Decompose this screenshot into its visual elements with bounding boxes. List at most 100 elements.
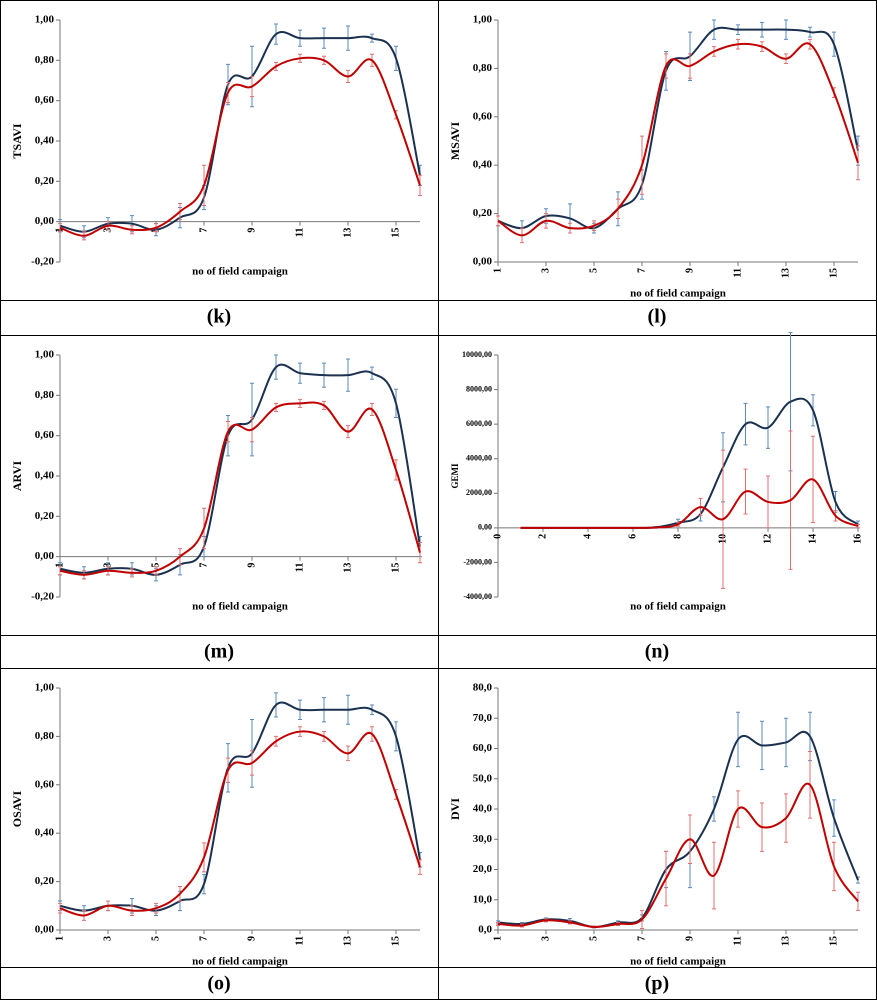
x-tick-label: 16 [852,534,863,544]
y-tick-label: 0,40 [35,470,55,482]
y-tick-label: 1,00 [35,682,55,694]
y-tick-label: 10,0 [473,893,493,905]
x-tick-label: 9 [246,936,257,941]
x-tick-label: 1 [492,268,503,273]
x-tick-label: 2 [537,534,548,539]
y-tick-label: 0,80 [35,730,55,742]
y-tick-label: 10000,00 [462,350,492,359]
series-line [59,730,421,917]
y-tick-label: 0,0 [478,924,492,936]
y-tick-label: 0,00 [35,215,55,227]
series-line [520,397,859,529]
x-tick-label: 7 [198,228,209,233]
panel-caption: (o) [207,973,230,995]
error-bar [496,921,500,926]
x-axis-title: no of field campaign [192,266,288,278]
y-axis-title: GEMI [450,463,460,488]
chart-panel: -0,200,000,200,400,600,801,001 3 5 7 9 11 13 15… [10,349,422,613]
x-tick-label: 13 [780,936,791,946]
x-tick-label: 12 [762,534,773,544]
y-tick-label: 0,00 [35,924,55,936]
chart-panel: 0,000,200,400,600,801,001 3 5 7 9 11 13 15MSAVI… [448,14,860,300]
y-tick-label: 0,60 [35,94,55,106]
x-tick-label: 5 [588,936,599,941]
y-tick-label: 0,40 [35,827,55,839]
chart-panel: -4000,00 -2000,00 0,00 2000,00 4000,00 6000,0… [450,332,863,613]
y-axis-title: MSAVI [448,121,462,160]
x-tick-label: 11 [294,563,305,572]
y-axis-title: DVI [448,798,462,820]
x-axis-title: no of field campaign [192,956,288,968]
y-tick-label: -4000,00 [463,592,492,601]
panel-caption: (p) [645,973,669,995]
series-line [520,478,859,529]
x-tick-label: 15 [390,936,401,946]
series-line [59,701,421,912]
y-tick-label: 1,00 [35,14,55,26]
y-tick-label: 30,0 [473,833,493,845]
x-tick-label: 5 [150,936,161,941]
y-tick-label: 0,00 [473,256,493,268]
error-bar [58,902,62,914]
x-tick-label: 9 [684,268,695,273]
y-tick-label: 0,20 [473,207,493,219]
x-tick-label: 3 [540,936,551,941]
x-tick-label: 5 [588,268,599,273]
x-tick-label: 13 [342,936,353,946]
y-tick-label: 8000,00 [466,384,492,393]
x-axis-title: no of field campaign [630,956,726,968]
x-tick-label: 6 [627,534,638,539]
x-tick-label: 11 [294,936,305,945]
y-tick-label: 40,0 [473,803,493,815]
x-tick-label: 13 [780,268,791,278]
panel-caption: (l) [648,306,667,328]
x-axis-title: no of field campaign [630,601,726,613]
x-tick-label: 15 [390,563,401,573]
y-tick-label: 0,80 [35,389,55,401]
y-tick-label: 0,80 [35,54,55,66]
y-tick-label: 50,0 [473,772,493,784]
x-tick-label: 13 [342,563,353,573]
series-line [59,363,421,576]
y-tick-label: 20,0 [473,863,493,875]
x-tick-label: 11 [732,936,743,945]
x-tick-label: 0 [492,534,503,539]
chart-panel: 0,010,020,030,040,050,060,070,080,01 3 5 7 9… [448,682,860,968]
x-tick-label: 15 [828,936,839,946]
x-tick-label: 14 [807,534,818,544]
x-axis-title: no of field campaign [192,601,288,613]
x-tick-label: 7 [636,936,647,941]
series-line [59,30,421,233]
x-tick-label: 9 [246,228,257,233]
x-tick-label: 9 [684,936,695,941]
y-tick-label: 0,00 [478,523,492,532]
x-axis-title: no of field campaign [630,288,726,300]
error-bar [856,891,860,911]
y-axis-title: OSAVI [10,790,24,827]
x-tick-label: 11 [294,228,305,237]
y-tick-label: 0,20 [35,510,55,522]
y-tick-label: 6000,00 [466,419,492,428]
y-tick-label: 0,60 [35,429,55,441]
x-tick-label: 13 [342,228,353,238]
series-line [59,401,421,576]
y-tick-label: -0,20 [31,256,54,268]
series-line [497,26,859,230]
y-tick-label: 0,20 [35,875,55,887]
y-tick-label: -0,20 [31,591,54,603]
series-line [497,42,859,237]
x-tick-label: 8 [672,534,683,539]
error-bar [58,223,62,233]
y-axis-title: TSAVI [10,123,24,158]
y-tick-label: 4000,00 [466,454,492,463]
x-tick-label: 4 [582,534,593,539]
panel-caption: (k) [207,306,231,328]
x-tick-label: 9 [246,563,257,568]
x-tick-label: 5 [150,563,161,568]
y-tick-label: 1,00 [35,349,55,361]
chart-panel: 0,000,200,400,600,801,001 3 5 7 9 11 13 15OSAVI… [10,682,422,968]
y-tick-label: 2000,00 [466,488,492,497]
y-axis-title: ARVI [10,461,24,492]
x-tick-label: 3 [540,268,551,273]
